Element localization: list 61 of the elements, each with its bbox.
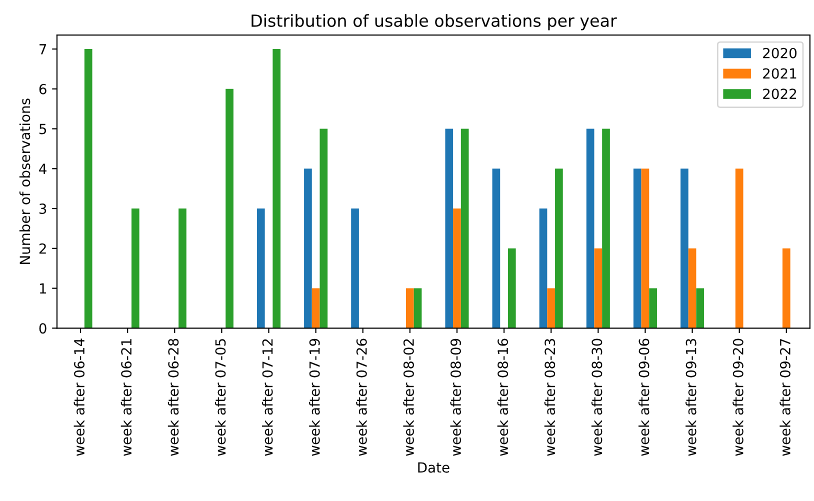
- x-tick-label: week after 08-23: [544, 338, 556, 456]
- x-tick-label: week after 07-12: [262, 339, 273, 456]
- bar: [84, 49, 92, 328]
- x-axis-title: Date: [418, 462, 450, 473]
- bar: [641, 168, 650, 328]
- x-tick-label: week after 07-26: [356, 338, 367, 456]
- bar: [696, 288, 704, 328]
- bar: [492, 168, 500, 328]
- x-tick-label: week after 07-05: [214, 339, 226, 456]
- bar: [602, 128, 610, 328]
- bar: [453, 208, 461, 328]
- bar: [633, 168, 642, 328]
- x-tick-label: week after 07-19: [309, 338, 320, 456]
- bar: [508, 248, 516, 328]
- bar: [460, 128, 469, 328]
- bar: [351, 208, 359, 328]
- bar: [649, 288, 657, 328]
- chart-title: Distribution of usable observations per year: [252, 14, 617, 30]
- bar: [594, 248, 602, 328]
- y-tick-label: 0: [39, 323, 46, 334]
- bar: [272, 49, 281, 328]
- y-tick-label: 2: [39, 243, 46, 254]
- y-tick-label: 1: [40, 283, 46, 294]
- bar: [680, 168, 688, 328]
- bar: [555, 168, 563, 328]
- bar: [586, 128, 594, 328]
- bar: [131, 208, 140, 328]
- x-tick-label: week after 09-27: [780, 339, 790, 456]
- x-tick-label: week after 08-02: [403, 339, 414, 456]
- x-tick-label: week after 08-16: [497, 338, 508, 456]
- x-tick-label: week after 06-28: [168, 338, 179, 456]
- bar: [178, 208, 186, 328]
- x-tick-label: week after 06-21: [120, 339, 132, 456]
- legend-label: 2022: [763, 88, 796, 100]
- y-tick-label: 7: [40, 44, 46, 54]
- x-tick-label: week after 08-30: [591, 338, 602, 456]
- x-tick-label: week after 08-09: [450, 338, 462, 456]
- x-tick-label: week after 09-20: [732, 338, 744, 456]
- bar: [312, 288, 320, 328]
- x-tick-label: week after 09-13: [686, 338, 696, 456]
- bar: [414, 288, 422, 328]
- y-tick-label: 5: [39, 124, 46, 134]
- bar: [406, 288, 414, 328]
- y-tick-label: 6: [39, 84, 46, 94]
- legend-label: 2021: [763, 68, 796, 79]
- y-tick-label: 4: [39, 164, 46, 174]
- x-tick-label: week after 06-14: [74, 338, 85, 456]
- bar: [547, 288, 556, 328]
- bar: [304, 168, 312, 328]
- bar: [256, 208, 265, 328]
- x-tick-label: week after 09-06: [638, 338, 650, 456]
- bar: [688, 248, 696, 328]
- bar: [782, 248, 790, 328]
- y-axis-title: Number of observations: [19, 98, 30, 264]
- bar: [735, 168, 744, 328]
- y-tick-label: 3: [39, 203, 46, 214]
- bar: [445, 128, 454, 328]
- legend-label: 2020: [763, 48, 797, 58]
- bar: [539, 208, 548, 328]
- bar: [226, 88, 234, 328]
- bar: [320, 128, 328, 328]
